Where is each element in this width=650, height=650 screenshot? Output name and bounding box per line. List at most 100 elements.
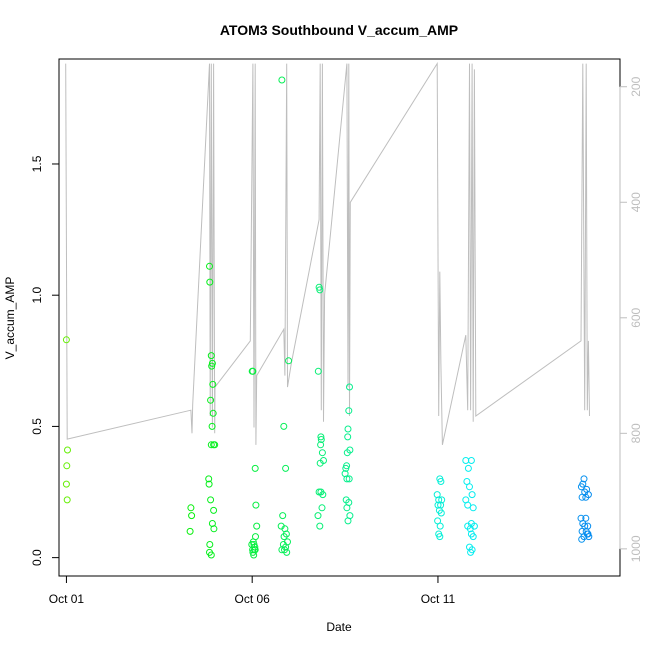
data-point [208, 422, 216, 430]
x-axis-label: Date [326, 620, 352, 634]
data-point [464, 501, 472, 509]
data-point [343, 449, 351, 457]
grey-line [65, 61, 590, 446]
x-tick-label: Oct 06 [235, 592, 271, 606]
data-point [469, 533, 477, 541]
y-tick-label: 1.0 [30, 287, 44, 304]
data-point [249, 367, 257, 375]
data-point [207, 551, 215, 559]
data-point [314, 512, 322, 520]
data-point [250, 546, 258, 554]
data-point [464, 464, 472, 472]
data-point [250, 551, 258, 559]
data-point [316, 286, 324, 294]
data-point [63, 496, 71, 504]
right-tick-label: 400 [629, 192, 643, 212]
x-tick-label: Oct 11 [421, 592, 456, 606]
data-point [344, 433, 352, 441]
data-point [206, 541, 214, 548]
data-point [437, 509, 445, 517]
data-point [578, 493, 586, 501]
data-point [316, 522, 324, 530]
right-axis: 200 400 600 800 1000 [619, 76, 643, 562]
data-point [317, 433, 325, 441]
data-point [251, 464, 259, 472]
data-point [211, 441, 219, 449]
data-point [279, 512, 287, 520]
data-point [209, 380, 217, 388]
right-tick-label: 200 [629, 76, 643, 96]
data-point [317, 436, 325, 443]
right-tick-label: 1000 [629, 535, 643, 562]
data-point [210, 525, 218, 533]
data-point [469, 504, 477, 512]
data-point [281, 546, 288, 554]
data-point [466, 525, 474, 533]
data-point [209, 409, 217, 417]
data-point [210, 506, 218, 514]
data-point [344, 425, 352, 433]
data-point [208, 362, 216, 370]
right-tick-label: 600 [629, 307, 643, 327]
x-tick-label: Oct 01 [49, 592, 85, 606]
data-point [285, 357, 293, 365]
data-point [205, 475, 213, 483]
data-point [278, 76, 286, 84]
data-point [343, 504, 351, 512]
data-point [62, 336, 70, 344]
data-point [582, 514, 590, 522]
data-point [436, 522, 444, 530]
data-point [318, 449, 326, 457]
data-point [205, 480, 213, 488]
data-point [206, 278, 214, 286]
data-point [64, 446, 71, 454]
data-point [345, 407, 353, 415]
right-axis-line-series [65, 61, 590, 446]
data-point [582, 493, 590, 501]
data-point [208, 359, 216, 367]
data-point [466, 483, 473, 491]
data-point [583, 530, 591, 538]
data-point [317, 441, 325, 449]
data-point [207, 352, 215, 360]
data-point [342, 464, 350, 472]
data-point [319, 491, 327, 499]
data-point [436, 533, 444, 541]
data-point [207, 396, 215, 404]
data-point [580, 475, 588, 483]
data-point [578, 535, 586, 543]
data-point [187, 504, 195, 512]
data-point [318, 504, 326, 512]
data-point [188, 512, 196, 520]
data-point [437, 478, 445, 485]
data-point [320, 457, 327, 464]
data-point [253, 522, 261, 530]
y-tick-label: 0.5 [30, 418, 44, 435]
data-point [438, 496, 446, 504]
data-point [314, 367, 322, 375]
y-axis-label: V_accum_AMP [3, 277, 17, 360]
data-point [346, 383, 353, 391]
data-point [467, 457, 475, 464]
data-points [62, 76, 593, 559]
data-point [282, 464, 290, 472]
y-tick-label: 0.0 [30, 549, 44, 566]
y-axis: 0.0 0.5 1.0 1.5 [30, 155, 60, 566]
x-axis: Oct 01 Oct 06 Oct 11 [49, 575, 456, 606]
right-tick-label: 800 [629, 423, 643, 443]
y-tick-label: 1.5 [30, 155, 44, 172]
chart-title: ATOM3 Southbound V_accum_AMP [220, 22, 458, 38]
data-point [468, 491, 476, 499]
data-point [206, 262, 213, 270]
data-point [467, 548, 475, 556]
data-point [62, 480, 70, 488]
data-point [343, 475, 351, 483]
data-point [437, 501, 445, 509]
data-point [344, 517, 352, 525]
data-point [63, 462, 71, 470]
data-point [207, 496, 215, 504]
data-point [186, 527, 194, 535]
data-point [345, 475, 353, 483]
data-point [207, 441, 215, 449]
